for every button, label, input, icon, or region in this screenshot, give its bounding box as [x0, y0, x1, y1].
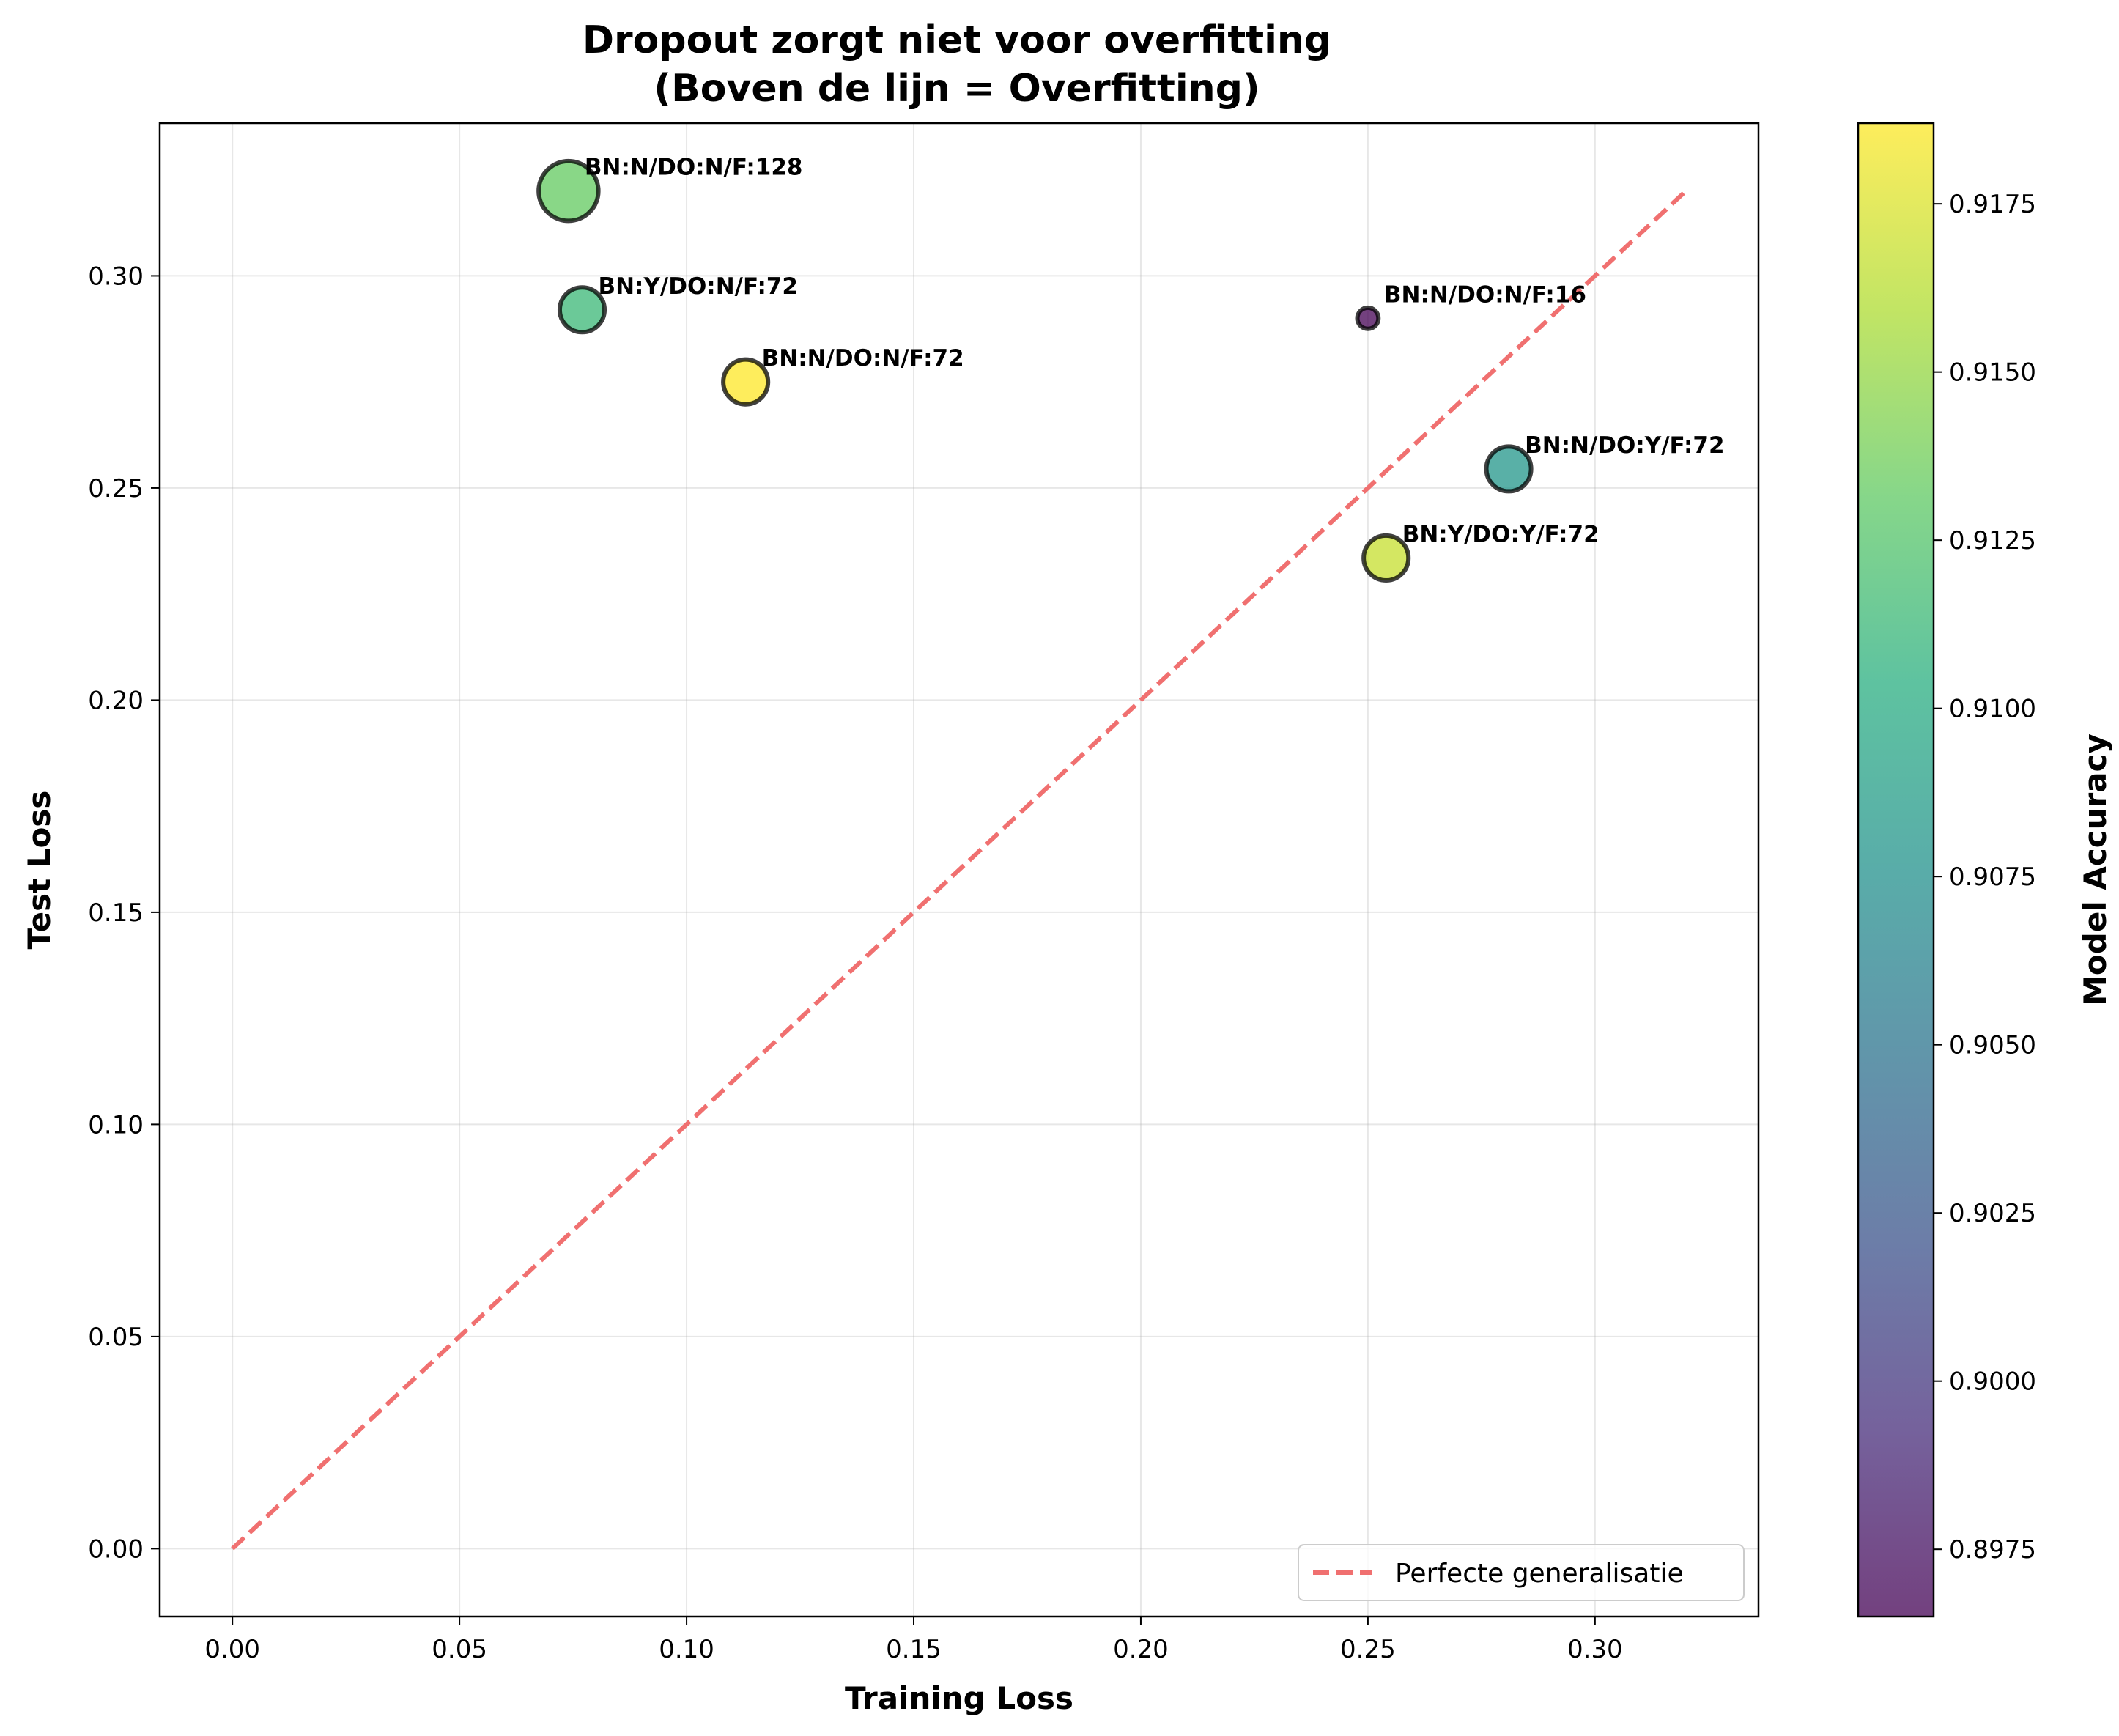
point-label: BN:N/DO:N/F:128 — [585, 155, 803, 181]
chart-title: Dropout zorgt niet voor overfitting — [583, 18, 1331, 62]
points-layer — [536, 158, 1534, 583]
colorbar-tick-label: 0.9175 — [1949, 190, 2036, 219]
data-point — [1361, 533, 1411, 583]
colorbar-tick-label: 0.9125 — [1949, 526, 2036, 555]
data-point — [1355, 305, 1381, 331]
data-point — [557, 285, 607, 335]
colorbar-tick-label: 0.9000 — [1949, 1367, 2036, 1397]
point-label: BN:N/DO:Y/F:72 — [1525, 432, 1725, 459]
y-tick-label: 0.25 — [88, 474, 144, 503]
point-label: BN:Y/DO:N/F:72 — [598, 273, 798, 300]
colorbar: 0.8975 0.9000 0.9025 0.9050 0.9075 0.9100 0.91… — [1857, 122, 2113, 1618]
reference-line-layer — [231, 189, 1687, 1551]
colorbar-frame — [1857, 122, 1935, 1618]
data-point — [721, 357, 771, 407]
x-tick-label: 0.10 — [659, 1635, 714, 1664]
point-label: BN:Y/DO:Y/F:72 — [1402, 521, 1600, 547]
point-label: BN:N/DO:N/F:72 — [762, 345, 964, 372]
y-tick-label: 0.15 — [88, 898, 144, 928]
data-point — [1484, 444, 1534, 494]
legend-box — [1298, 1544, 1745, 1601]
point-labels-layer: BN:N/DO:N/F:128 BN:Y/DO:N/F:72 BN:N/DO:N/F… — [585, 155, 1725, 548]
colorbar-ticks: 0.8975 0.9000 0.9025 0.9050 0.9075 0.9100 0.91… — [1934, 190, 2036, 1565]
colorbar-tick-label: 0.9025 — [1949, 1199, 2036, 1228]
colorbar-tick-label: 0.8975 — [1949, 1535, 2036, 1565]
colorbar-gradient — [1858, 123, 1934, 1617]
plot-frame — [158, 122, 1760, 1618]
y-axis-ticks: 0.00 0.05 0.10 0.15 0.20 0.25 0.30 — [88, 262, 160, 1564]
colorbar-tick-label: 0.9100 — [1949, 695, 2036, 724]
grid — [160, 123, 1759, 1617]
point-label: BN:N/DO:N/F:16 — [1384, 281, 1586, 308]
legend-label: Perfecte generalisatie — [1395, 1559, 1684, 1589]
x-tick-label: 0.15 — [886, 1635, 942, 1664]
x-tick-label: 0.25 — [1340, 1635, 1396, 1664]
x-tick-label: 0.00 — [204, 1635, 260, 1664]
y-tick-label: 0.05 — [88, 1323, 144, 1352]
y-tick-label: 0.00 — [88, 1534, 144, 1564]
x-tick-label: 0.20 — [1113, 1635, 1169, 1664]
x-axis-label: Training Loss — [845, 1680, 1073, 1716]
y-tick-label: 0.10 — [88, 1110, 144, 1140]
y-axis-label: Test Loss — [21, 791, 57, 950]
colorbar-tick-label: 0.9150 — [1949, 358, 2036, 388]
chart-subtitle: (Boven de lijn = Overfitting) — [654, 67, 1260, 111]
x-tick-label: 0.05 — [432, 1635, 487, 1664]
y-tick-label: 0.20 — [88, 686, 144, 715]
x-tick-label: 0.30 — [1567, 1635, 1623, 1664]
reference-line — [231, 189, 1687, 1551]
x-axis-ticks: 0.00 0.05 0.10 0.15 0.20 0.25 0.30 — [204, 1617, 1623, 1664]
legend: Perfecte generalisatie — [1298, 1544, 1745, 1601]
colorbar-tick-label: 0.9050 — [1949, 1031, 2036, 1060]
colorbar-tick-label: 0.9075 — [1949, 863, 2036, 892]
colorbar-label: Model Accuracy — [2077, 734, 2113, 1006]
y-tick-label: 0.30 — [88, 262, 144, 291]
data-point — [536, 158, 601, 224]
